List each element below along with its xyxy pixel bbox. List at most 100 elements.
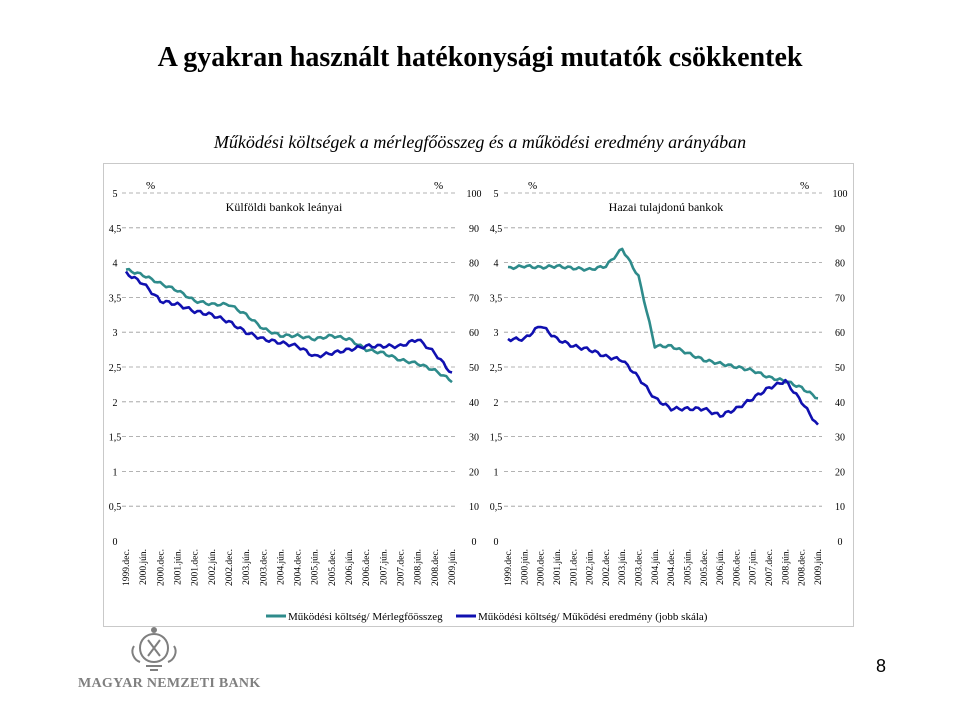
x-tick-label: 2003.dec. xyxy=(635,549,645,586)
left-tick-label: 3 xyxy=(494,328,499,339)
left-tick-label: 2,5 xyxy=(109,363,122,374)
x-tick-label: 2007.dec. xyxy=(397,549,407,586)
charts-svg: 00,511,522,533,544,550102030405060708090… xyxy=(109,180,848,623)
x-tick-label: 2007.dec. xyxy=(765,549,775,586)
x-tick-label: 2001.jún. xyxy=(553,549,563,585)
left-tick-label: 2 xyxy=(494,398,499,409)
x-tick-label: 2006.jún. xyxy=(345,549,355,585)
x-tick-label: 2005.dec. xyxy=(328,549,338,586)
logo-text: MAGYAR NEMZETI BANK xyxy=(78,676,261,691)
panel-title: Hazai tulajdonú bankok xyxy=(609,200,724,214)
left-tick-label: 1 xyxy=(113,467,118,478)
panel-foreign-banks: 00,511,522,533,544,550102030405060708090… xyxy=(109,180,482,586)
x-tick-label: 2006.jún. xyxy=(716,549,726,585)
x-tick-label: 2009.jún. xyxy=(814,549,824,585)
x-tick-label: 2008.jún. xyxy=(414,549,424,585)
left-tick-label: 5 xyxy=(113,189,118,200)
right-tick-label: 10 xyxy=(469,502,479,513)
right-tick-label: 60 xyxy=(469,328,479,339)
x-tick-label: 2001.dec. xyxy=(191,549,201,586)
x-tick-label: 2000.jún. xyxy=(139,549,149,585)
left-unit-label: % xyxy=(528,180,537,192)
left-tick-label: 0,5 xyxy=(109,502,122,513)
left-unit-label: % xyxy=(146,180,155,192)
page-subtitle: Működési költségek a mérlegfőösszeg és a… xyxy=(213,132,747,152)
left-tick-label: 4,5 xyxy=(109,224,122,235)
left-tick-label: 3,5 xyxy=(490,293,503,304)
right-tick-label: 70 xyxy=(835,293,845,304)
x-tick-label: 2004.dec. xyxy=(294,549,304,586)
chart-frame: 0 0,5 1 1,5 2 2,5 3 3,5 4 4,5 5 0 10 20 30 40 50 60 70 80 90… xyxy=(103,163,854,627)
mnb-logo-icon xyxy=(131,627,177,671)
left-tick-label: 0 xyxy=(494,537,499,548)
x-tick-label: 2003.dec. xyxy=(259,549,269,586)
left-tick-label: 2,5 xyxy=(490,363,503,374)
x-tick-label: 2000.dec. xyxy=(156,549,166,586)
panel-title: Külföldi bankok leányai xyxy=(226,200,343,214)
left-tick-label: 3 xyxy=(113,328,118,339)
left-tick-label: 0,5 xyxy=(490,502,503,513)
x-tick-label: 1999.dec. xyxy=(122,549,132,586)
right-tick-label: 20 xyxy=(835,467,845,478)
right-tick-label: 60 xyxy=(835,328,845,339)
right-tick-label: 70 xyxy=(469,293,479,304)
series-line-cost-to-assets xyxy=(125,267,453,384)
page-number: 8 xyxy=(876,656,887,676)
right-tick-label: 40 xyxy=(469,398,479,409)
x-tick-label: 2002.dec. xyxy=(225,549,235,586)
x-tick-label: 2005.jún. xyxy=(311,549,321,585)
left-tick-label: 4,5 xyxy=(490,224,503,235)
right-unit-label: % xyxy=(800,180,809,192)
series-line-cost-to-income xyxy=(507,325,819,426)
panel-domestic-banks: 00,511,522,533,544,550102030405060708090… xyxy=(490,180,848,586)
x-tick-label: 2003.jún. xyxy=(618,549,628,585)
x-tick-label: 2004.jún. xyxy=(276,549,286,585)
x-tick-label: 2009.jún. xyxy=(448,549,458,585)
x-tick-label: 2001.jún. xyxy=(173,549,183,585)
right-tick-label: 100 xyxy=(467,189,482,200)
right-tick-label: 30 xyxy=(835,433,845,444)
right-tick-label: 80 xyxy=(469,259,479,270)
legend-label: Működési költség/ Működési eredmény (job… xyxy=(478,611,708,623)
left-tick-label: 1,5 xyxy=(109,433,122,444)
x-tick-label: 2000.jún. xyxy=(520,549,530,585)
x-tick-label: 2002.dec. xyxy=(602,549,612,586)
series-line-cost-to-income xyxy=(124,270,453,374)
x-tick-label: 2003.jún. xyxy=(242,549,252,585)
x-tick-label: 1999.dec. xyxy=(504,549,514,586)
x-tick-label: 2000.dec. xyxy=(537,549,547,586)
x-tick-label: 2001.dec. xyxy=(569,549,579,586)
right-unit-label: % xyxy=(434,180,443,192)
left-tick-label: 4 xyxy=(113,259,118,270)
left-tick-label: 1,5 xyxy=(490,433,503,444)
x-tick-label: 2005.dec. xyxy=(700,549,710,586)
right-tick-label: 20 xyxy=(469,467,479,478)
left-tick-label: 0 xyxy=(113,537,118,548)
x-tick-label: 2008.dec. xyxy=(431,549,441,586)
right-tick-label: 50 xyxy=(835,363,845,374)
x-tick-label: 2008.jún. xyxy=(781,549,791,585)
x-tick-label: 2005.jún. xyxy=(683,549,693,585)
series-line-cost-to-assets xyxy=(507,247,819,400)
x-tick-label: 2008.dec. xyxy=(798,549,808,586)
right-tick-label: 90 xyxy=(835,224,845,235)
right-tick-label: 90 xyxy=(469,224,479,235)
right-tick-label: 50 xyxy=(469,363,479,374)
x-tick-label: 2007.jún. xyxy=(749,549,759,585)
x-tick-label: 2002.jún. xyxy=(586,549,596,585)
x-tick-label: 2004.jún. xyxy=(651,549,661,585)
right-tick-label: 0 xyxy=(472,537,477,548)
x-tick-label: 2007.jún. xyxy=(379,549,389,585)
left-tick-label: 1 xyxy=(494,467,499,478)
left-tick-label: 5 xyxy=(494,189,499,200)
right-tick-label: 10 xyxy=(835,502,845,513)
left-tick-label: 4 xyxy=(494,259,499,270)
legend-label: Működési költség/ Mérlegfőösszeg xyxy=(288,611,443,623)
x-tick-label: 2002.jún. xyxy=(208,549,218,585)
left-tick-label: 2 xyxy=(113,398,118,409)
x-tick-label: 2006.dec. xyxy=(362,549,372,586)
right-tick-label: 0 xyxy=(838,537,843,548)
right-tick-label: 30 xyxy=(469,433,479,444)
legend: Működési költség/ Mérlegfőösszeg Működési… xyxy=(266,611,708,623)
right-tick-label: 80 xyxy=(835,259,845,270)
